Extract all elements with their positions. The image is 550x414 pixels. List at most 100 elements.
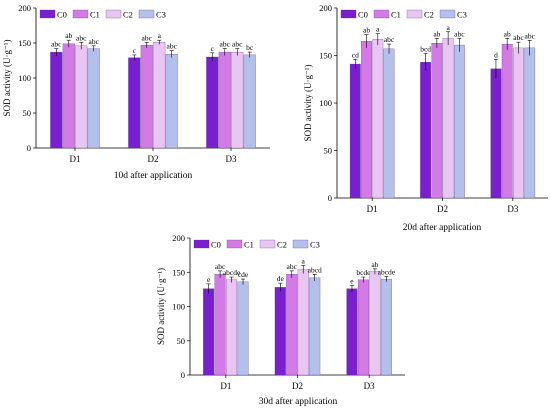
x-category-label: D3 [226,154,237,164]
legend-label-C1: C1 [90,10,100,20]
bar-C2-D1 [372,39,384,199]
bar-C2-D3 [513,47,524,199]
y-tick-label: 50 [324,146,333,156]
bar-C1-D1 [214,274,226,376]
bar-C2-D1 [75,45,88,149]
legend-label-C0: C0 [358,10,368,20]
significance-label: a [376,25,380,34]
x-category-label: D1 [220,381,231,391]
significance-label: abc [287,262,298,271]
legend-swatch-C3 [292,239,309,249]
significance-label: c [133,46,137,55]
x-category-label: D1 [367,204,378,214]
y-tick-label: 100 [172,302,185,312]
significance-label: abc [454,29,465,38]
y-tick-label: 50 [177,336,186,346]
significance-label: abcd [308,265,322,274]
significance-label: abc [513,33,524,42]
legend-swatch-C1 [226,239,243,249]
x-category-label: D3 [364,381,375,391]
y-axis-title: SOD activity (U·g⁻¹) [303,65,313,142]
legend-swatch-C3 [439,9,456,19]
y-tick-label: 150 [172,267,185,277]
x-category-label: D1 [70,154,81,164]
significance-label: abc [76,33,87,42]
y-tick-label: 50 [23,108,32,118]
bar-C3-D3 [524,47,536,199]
significance-label: d [494,50,498,59]
y-tick-label: 150 [18,38,31,48]
bar-C2-D3 [231,51,244,149]
bar-C2-D3 [369,271,381,376]
bar-C3-D2 [165,54,178,149]
significance-label: ab [433,29,440,38]
significance-label: abc [167,42,178,51]
bar-C1-D2 [140,44,153,149]
legend-label-C2: C2 [424,10,434,20]
bar-C3-D1 [237,281,249,376]
bar-C1-D1 [361,41,372,199]
x-category-label: D2 [148,154,159,164]
legend-label-C1: C1 [391,10,401,20]
significance-label: a [446,23,450,32]
significance-label: cd [352,50,359,59]
significance-label: abc [142,33,153,42]
bar-C3-D1 [87,48,100,149]
bar-C3-D1 [383,48,395,199]
significance-label: abc [220,40,231,49]
legend-label-C3: C3 [156,10,166,20]
bar-C2-D2 [297,269,309,376]
significance-label: bcd [420,45,431,54]
significance-label: abcde [378,267,396,276]
bar-C0-D3 [206,56,219,149]
legend-swatch-C0 [340,9,357,19]
legend-label-C3: C3 [310,240,320,250]
significance-label: abc [89,37,100,46]
legend-label-C0: C0 [57,10,67,20]
significance-label: cde [238,270,249,279]
legend-label-C0: C0 [211,240,221,250]
legend-label-C3: C3 [457,10,467,20]
bar-C0-D2 [420,62,431,199]
significance-label: a [302,256,306,265]
legend-swatch-C2 [406,9,423,19]
significance-label: abc [525,31,536,40]
legend-swatch-C2 [259,239,276,249]
bar-C3-D3 [243,54,256,149]
significance-label: e [207,275,211,284]
bar-C0-D3 [346,288,358,376]
bar-C0-D1 [349,63,361,199]
y-axis-title: SOD activity (U·g⁻¹) [2,40,12,117]
legend-swatch-C1 [72,9,89,19]
bar-C0-D3 [490,68,502,199]
bar-C3-D3 [380,278,392,376]
y-tick-label: 100 [319,98,332,108]
significance-label: abcde [223,268,241,277]
bar-C2-D2 [442,38,454,199]
x-category-label: D3 [507,204,518,214]
legend-label-C1: C1 [244,240,254,250]
significance-label: de [277,274,285,283]
bar-C2-D2 [153,42,166,149]
bar-C1-D2 [431,43,443,199]
bar-C0-D2 [128,57,141,149]
legend-swatch-C0 [193,239,210,249]
y-axis-title: SOD activity (U·g⁻¹) [156,268,166,345]
y-tick-label: 0 [181,370,185,380]
y-tick-label: 0 [328,193,332,203]
y-tick-label: 100 [18,73,31,83]
y-tick-label: 0 [27,143,31,153]
legend-swatch-C1 [373,9,390,19]
bar-C0-D1 [50,51,63,149]
significance-label: abc [215,262,226,271]
chart-caption: 10d after application [114,170,193,181]
y-tick-label: 200 [172,233,185,243]
legend-label-C2: C2 [277,240,287,250]
significance-label: e [350,276,354,285]
bar-C1-D3 [218,51,231,149]
significance-label: ab [371,260,378,269]
y-tick-label: 150 [319,51,332,61]
significance-label: c [211,44,215,53]
